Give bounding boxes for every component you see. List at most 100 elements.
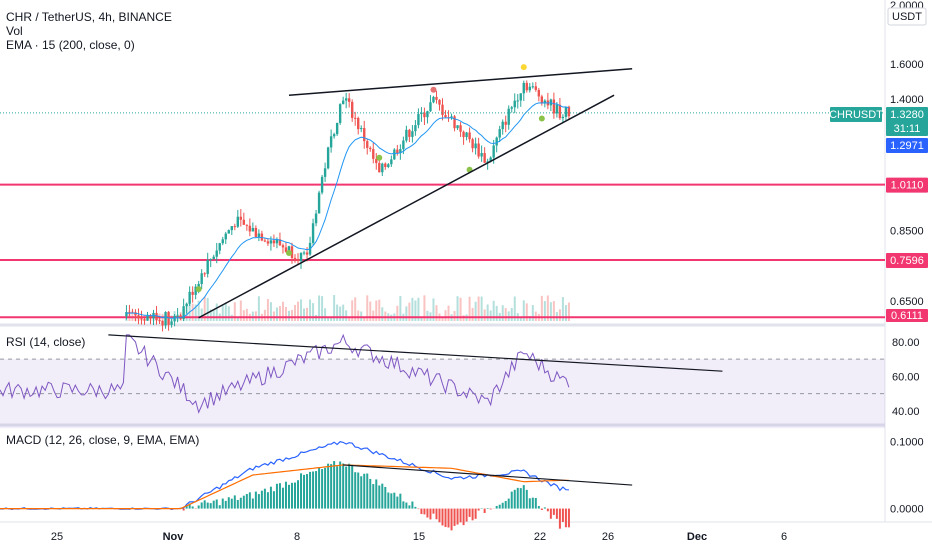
histogram-bar bbox=[185, 505, 188, 509]
histogram-bar bbox=[203, 500, 206, 509]
histogram-bar bbox=[543, 507, 546, 509]
histogram-bar bbox=[381, 483, 384, 509]
rsi-trend-line[interactable] bbox=[108, 334, 723, 372]
candle-body bbox=[215, 250, 218, 257]
candle-body bbox=[203, 273, 206, 275]
histogram-bar bbox=[315, 471, 318, 509]
candle-body bbox=[519, 93, 522, 101]
symbol-badge bbox=[830, 107, 882, 122]
volume-bar bbox=[345, 310, 348, 321]
volume-bar bbox=[269, 302, 272, 321]
histogram-bar bbox=[342, 463, 345, 509]
candle-body bbox=[224, 233, 227, 240]
histogram-bar bbox=[290, 482, 293, 509]
volume-bar bbox=[468, 296, 471, 321]
histogram-bar bbox=[245, 494, 248, 509]
volume-bar bbox=[426, 310, 429, 321]
time-tick: Dec bbox=[687, 531, 707, 543]
volume-bar bbox=[453, 311, 456, 321]
macd-legend[interactable]: MACD (12, 26, close, 9, EMA, EMA) bbox=[6, 433, 200, 447]
main-legend[interactable]: CHR / TetherUS, 4h, BINANCE Vol EMA · 15… bbox=[6, 10, 172, 52]
volume-bar bbox=[567, 302, 570, 321]
volume-bar bbox=[492, 300, 495, 321]
histogram-bar bbox=[372, 484, 375, 509]
candle-body bbox=[137, 315, 140, 319]
symbol-title[interactable]: CHR / TetherUS, 4h, BINANCE bbox=[6, 10, 172, 24]
histogram-bar bbox=[303, 474, 306, 509]
volume-bar bbox=[546, 295, 549, 321]
candle-body bbox=[507, 108, 510, 125]
volume-bar bbox=[564, 305, 567, 321]
volume-bar bbox=[342, 304, 345, 321]
histogram-bar bbox=[284, 481, 287, 509]
histogram-bar bbox=[435, 508, 438, 520]
signal-dot bbox=[195, 286, 202, 293]
candle-body bbox=[254, 227, 258, 237]
histogram-bar bbox=[188, 503, 191, 509]
candle-body bbox=[489, 157, 492, 162]
rsi-pane[interactable] bbox=[0, 328, 885, 423]
histogram-bar bbox=[339, 461, 342, 509]
volume-legend[interactable]: Vol bbox=[6, 24, 23, 38]
candle-body bbox=[281, 245, 285, 248]
histogram-bar bbox=[212, 500, 215, 509]
candle-body bbox=[182, 306, 185, 319]
candle-body bbox=[275, 239, 279, 244]
volume-bar bbox=[474, 301, 477, 321]
candle-body bbox=[290, 246, 294, 258]
histogram-bar bbox=[275, 483, 278, 509]
macd-trend-line[interactable] bbox=[343, 464, 633, 486]
currency-label: USDT bbox=[892, 11, 922, 23]
volume-bar bbox=[399, 296, 402, 321]
volume-bar bbox=[215, 303, 218, 321]
candle-body bbox=[227, 230, 230, 234]
price-pane[interactable] bbox=[0, 0, 885, 322]
candle-body bbox=[402, 140, 405, 150]
volume-bar bbox=[525, 303, 528, 321]
volume-bar bbox=[375, 300, 378, 321]
histogram-bar bbox=[462, 508, 465, 526]
currency-button[interactable] bbox=[887, 7, 927, 26]
wedge-support-line[interactable] bbox=[198, 94, 615, 319]
histogram-bar bbox=[483, 508, 486, 514]
candle-body bbox=[176, 315, 179, 317]
candle-body bbox=[510, 107, 513, 109]
time-tick: Nov bbox=[163, 531, 185, 543]
volume-bar bbox=[543, 301, 546, 321]
volume-bar bbox=[444, 310, 447, 321]
last-price-badge bbox=[886, 107, 928, 136]
candle-body bbox=[360, 128, 363, 130]
histogram-bar bbox=[534, 497, 537, 509]
time-tick: 25 bbox=[51, 531, 63, 543]
candle-body bbox=[543, 100, 547, 104]
candle-body bbox=[350, 101, 354, 118]
candle-body bbox=[462, 131, 465, 138]
volume-bar bbox=[423, 295, 426, 321]
histogram-bar bbox=[309, 471, 312, 509]
rsi-legend[interactable]: RSI (14, close) bbox=[6, 335, 86, 349]
histogram-bar bbox=[312, 471, 315, 509]
histogram-bar bbox=[318, 467, 321, 509]
histogram-bar bbox=[218, 505, 221, 509]
macd-pane[interactable] bbox=[0, 428, 885, 523]
wedge-resistance-line[interactable] bbox=[288, 68, 633, 96]
histogram-bar bbox=[504, 500, 507, 509]
histogram-bar bbox=[408, 505, 411, 509]
candle-body bbox=[552, 99, 556, 114]
candle-body bbox=[459, 125, 462, 132]
ema-legend[interactable]: EMA · 15 (200, close, 0) bbox=[6, 38, 135, 52]
volume-bar bbox=[336, 304, 339, 321]
histogram-bar bbox=[375, 479, 378, 509]
candle-body bbox=[263, 240, 267, 242]
time-axis[interactable]: 25 Nov 8 15 22 26 Dec 6 bbox=[51, 531, 787, 543]
macd-scale[interactable]: 0.1000 0.0000 bbox=[890, 436, 924, 515]
candle-body bbox=[492, 145, 495, 158]
volume-bar bbox=[212, 309, 215, 321]
rsi-scale[interactable]: 80.00 60.00 40.00 bbox=[892, 337, 920, 418]
volume-bar bbox=[384, 311, 387, 321]
candle-body bbox=[206, 259, 209, 274]
time-tick: 26 bbox=[602, 531, 614, 543]
histogram-bar bbox=[297, 480, 300, 509]
histogram-bar bbox=[537, 506, 540, 509]
